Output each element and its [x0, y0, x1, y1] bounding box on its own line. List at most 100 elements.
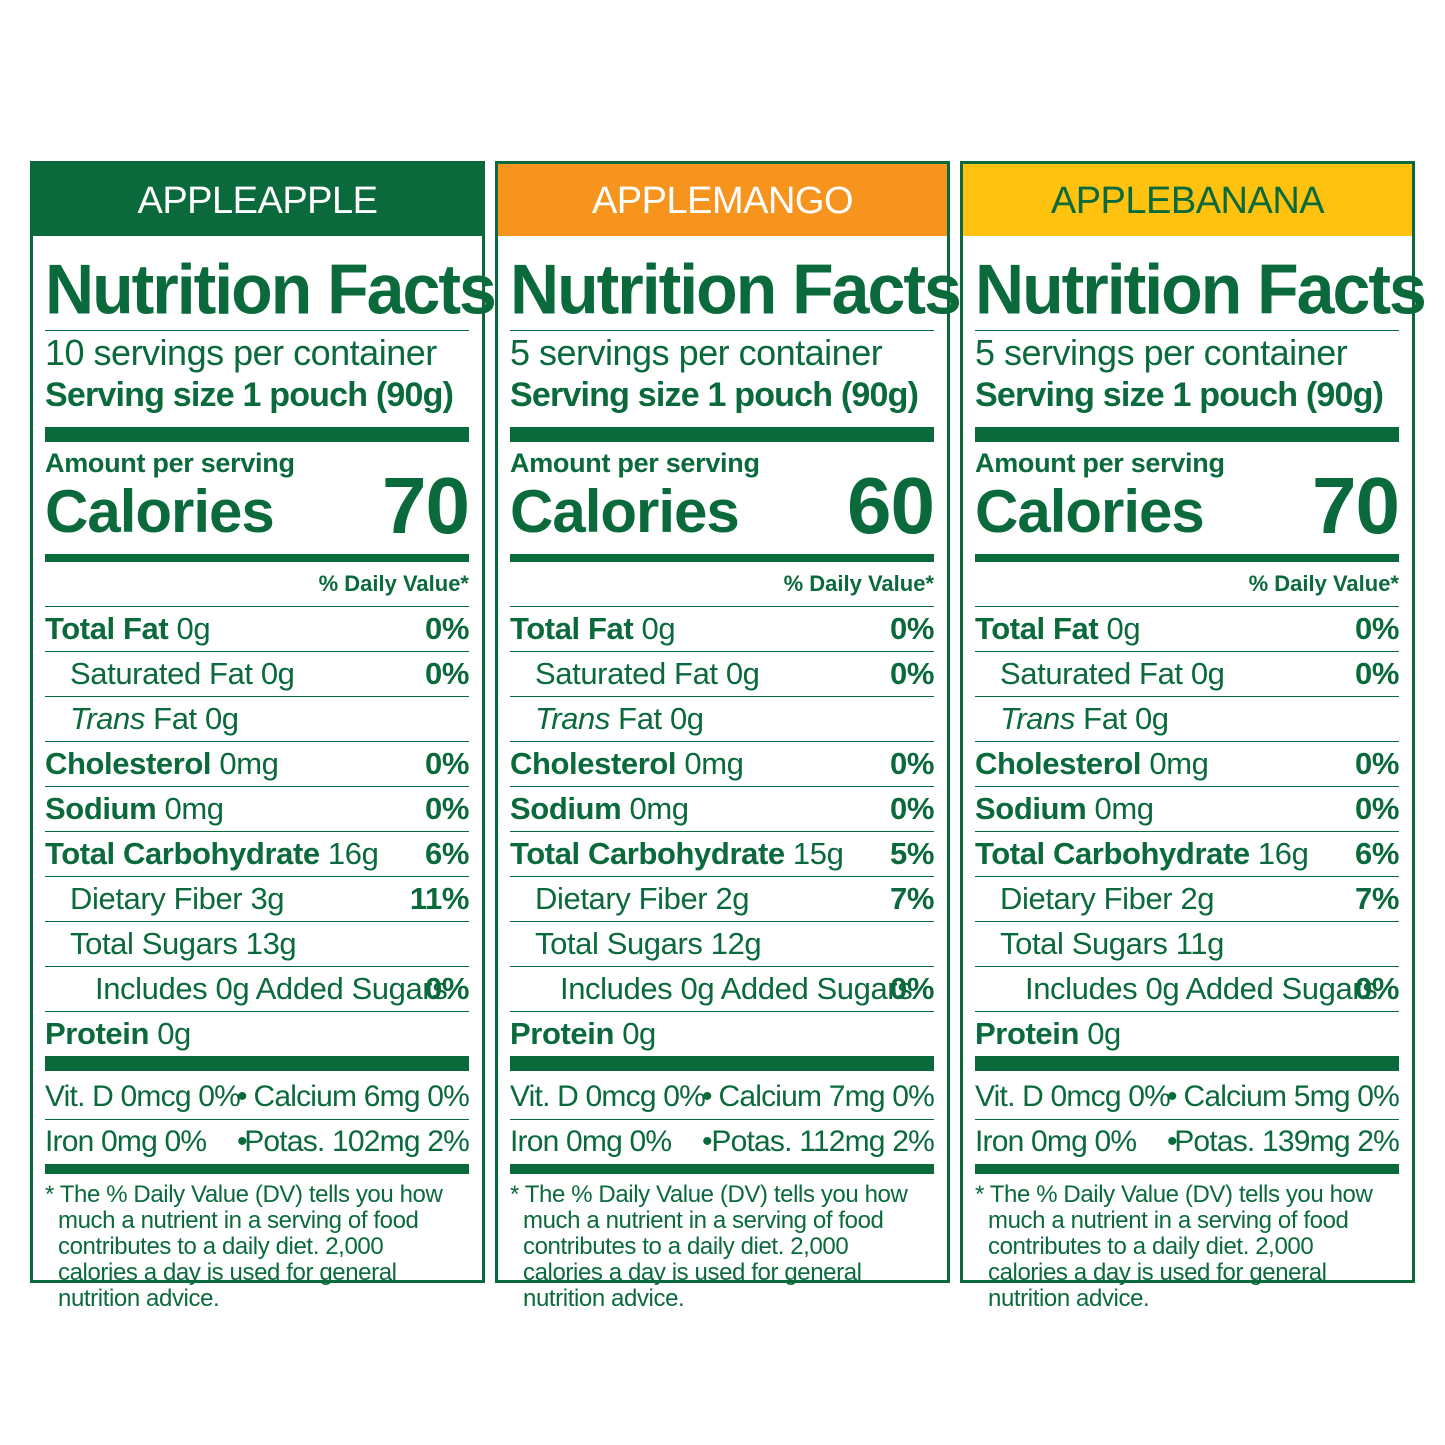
nutrient-name: Total Fat 0g: [510, 607, 676, 651]
divider-thick: [975, 1056, 1399, 1071]
nutrient-name-italic: Trans: [535, 701, 610, 736]
bullet-separator: •: [702, 1080, 712, 1113]
divider-medium: [510, 554, 934, 562]
calories-row: Calories 70: [975, 464, 1400, 550]
nutrient-name: Total Fat 0g: [975, 607, 1141, 651]
nutrient-amount: Saturated Fat 0g: [70, 656, 295, 691]
nutrient-amount: 0mg: [676, 746, 744, 781]
vitamin-row: Vit. D 0mcg 0% • Calcium 7mg 0%: [510, 1075, 935, 1120]
bullet-separator: •: [237, 1125, 247, 1158]
nutrient-amount: 16g: [319, 836, 379, 871]
nutrient-daily-value: 0%: [1354, 656, 1399, 691]
vitamin-left: Vit. D 0mcg 0%: [45, 1080, 241, 1113]
nutrient-name: Cholesterol 0mg: [975, 742, 1209, 786]
nutrient-amount: 0mg: [1141, 746, 1209, 781]
nutrient-row: Trans Fat 0g: [975, 696, 1399, 741]
nutrient-name-bold: Sodium: [510, 791, 622, 826]
nutrient-name-bold: Sodium: [975, 791, 1087, 826]
bullet-separator: •: [237, 1080, 247, 1113]
vitamin-row: Iron 0mg 0% • Potas. 139mg 2%: [975, 1120, 1400, 1164]
nutrient-row: Total Carbohydrate 15g 5%: [510, 831, 934, 876]
nutrient-name: Trans Fat 0g: [70, 697, 239, 741]
nutrient-name-bold: Total Fat: [975, 611, 1099, 646]
nutrient-daily-value: 6%: [1354, 836, 1399, 871]
nutrient-name: Dietary Fiber 2g: [535, 877, 750, 921]
nutrient-amount: Dietary Fiber 3g: [70, 881, 285, 916]
footnote: * The % Daily Value (DV) tells you how m…: [510, 1181, 908, 1312]
nutrient-amount: 0g: [168, 611, 211, 646]
nutrient-name-bold: Cholesterol: [45, 746, 212, 781]
nutrient-amount: Total Sugars 12g: [535, 926, 762, 961]
nutrient-row: Cholesterol 0mg 0%: [45, 741, 469, 786]
nutrient-daily-value: 0%: [424, 746, 469, 781]
nutrient-row: Includes 0g Added Sugars 0%: [975, 966, 1399, 1011]
label-title: Nutrition Facts: [45, 249, 497, 329]
daily-value-header: % Daily Value*: [318, 571, 469, 596]
footnote: * The % Daily Value (DV) tells you how m…: [45, 1181, 443, 1312]
nutrient-amount: 15g: [784, 836, 844, 871]
nutrient-name: Total Carbohydrate 16g: [975, 832, 1309, 876]
nutrient-amount: 0mg: [1086, 791, 1154, 826]
vitamin-left: Iron 0mg 0%: [975, 1125, 1137, 1158]
nutrient-amount: Fat 0g: [609, 701, 704, 736]
vitamin-left: Iron 0mg 0%: [45, 1125, 207, 1158]
flavor-header: APPLEMANGO: [498, 164, 947, 236]
nutrient-daily-value: 7%: [889, 881, 934, 916]
nutrient-name-bold: Protein: [975, 1016, 1079, 1051]
vitamin-row: Iron 0mg 0% • Potas. 102mg 2%: [45, 1120, 470, 1164]
nutrient-daily-value: 0%: [889, 971, 934, 1006]
nutrient-amount: Total Sugars 13g: [70, 926, 297, 961]
nutrient-row: Total Fat 0g 0%: [510, 606, 934, 651]
nutrient-amount: Dietary Fiber 2g: [1000, 881, 1215, 916]
nutrient-row: Sodium 0mg 0%: [975, 786, 1399, 831]
nutrient-amount: 0g: [1079, 1016, 1121, 1051]
nutrient-name: Trans Fat 0g: [535, 697, 704, 741]
nutrient-daily-value: 5%: [889, 836, 934, 871]
nutrient-name-bold: Protein: [510, 1016, 614, 1051]
nutrient-name-italic: Trans: [70, 701, 145, 736]
vitamin-row: Vit. D 0mcg 0% • Calcium 6mg 0%: [45, 1075, 470, 1120]
divider-thick: [510, 427, 934, 442]
divider: [45, 330, 469, 331]
nutrient-name: Protein 0g: [510, 1012, 656, 1056]
divider-medium: [45, 554, 469, 562]
calories-value: 70: [382, 461, 470, 550]
nutrient-name-bold: Cholesterol: [975, 746, 1142, 781]
label-title: Nutrition Facts: [510, 249, 962, 329]
divider-medium: [975, 554, 1399, 562]
nutrient-name-bold: Total Carbohydrate: [510, 836, 785, 871]
vitamin-right: Potas. 102mg 2%: [244, 1125, 470, 1158]
divider-thick: [45, 1056, 469, 1071]
serving-size: Serving size 1 pouch (90g): [510, 376, 919, 414]
nutrient-daily-value: 0%: [889, 791, 934, 826]
nutrient-row: Sodium 0mg 0%: [45, 786, 469, 831]
nutrient-name: Sodium 0mg: [975, 787, 1154, 831]
divider-bottom: [975, 1164, 1399, 1174]
nutrient-row: Includes 0g Added Sugars 0%: [510, 966, 934, 1011]
calories-value: 60: [847, 461, 935, 550]
nutrient-row: Sodium 0mg 0%: [510, 786, 934, 831]
nutrient-name: Protein 0g: [45, 1012, 191, 1056]
nutrition-panel-applebanana: APPLEBANANA Nutrition Facts 5 servings per…: [960, 161, 1427, 1312]
nutrient-name: Trans Fat 0g: [1000, 697, 1169, 741]
nutrient-daily-value: 0%: [424, 971, 469, 1006]
nutrient-name: Includes 0g Added Sugars: [95, 967, 448, 1011]
nutrient-name-bold: Total Fat: [510, 611, 634, 646]
servings-per-container: 5 servings per container: [510, 332, 883, 373]
nutrient-row: Protein 0g: [510, 1011, 934, 1056]
nutrient-daily-value: 0%: [1354, 611, 1399, 646]
nutrient-daily-value: 0%: [1354, 746, 1399, 781]
nutrient-row: Total Carbohydrate 16g 6%: [45, 831, 469, 876]
vitamin-row: Iron 0mg 0% • Potas. 112mg 2%: [510, 1120, 935, 1164]
nutrient-name-bold: Total Fat: [45, 611, 169, 646]
calories-label: Calories: [510, 478, 740, 545]
flavor-header: APPLEBANANA: [963, 164, 1412, 236]
nutrient-daily-value: 0%: [1354, 791, 1399, 826]
nutrient-row: Saturated Fat 0g 0%: [975, 651, 1399, 696]
daily-value-header: % Daily Value*: [1248, 571, 1399, 596]
calories-label: Calories: [975, 478, 1205, 545]
calories-label: Calories: [45, 478, 275, 545]
nutrient-row: Trans Fat 0g: [45, 696, 469, 741]
nutrient-amount: Dietary Fiber 2g: [535, 881, 750, 916]
divider-bottom: [510, 1164, 934, 1174]
